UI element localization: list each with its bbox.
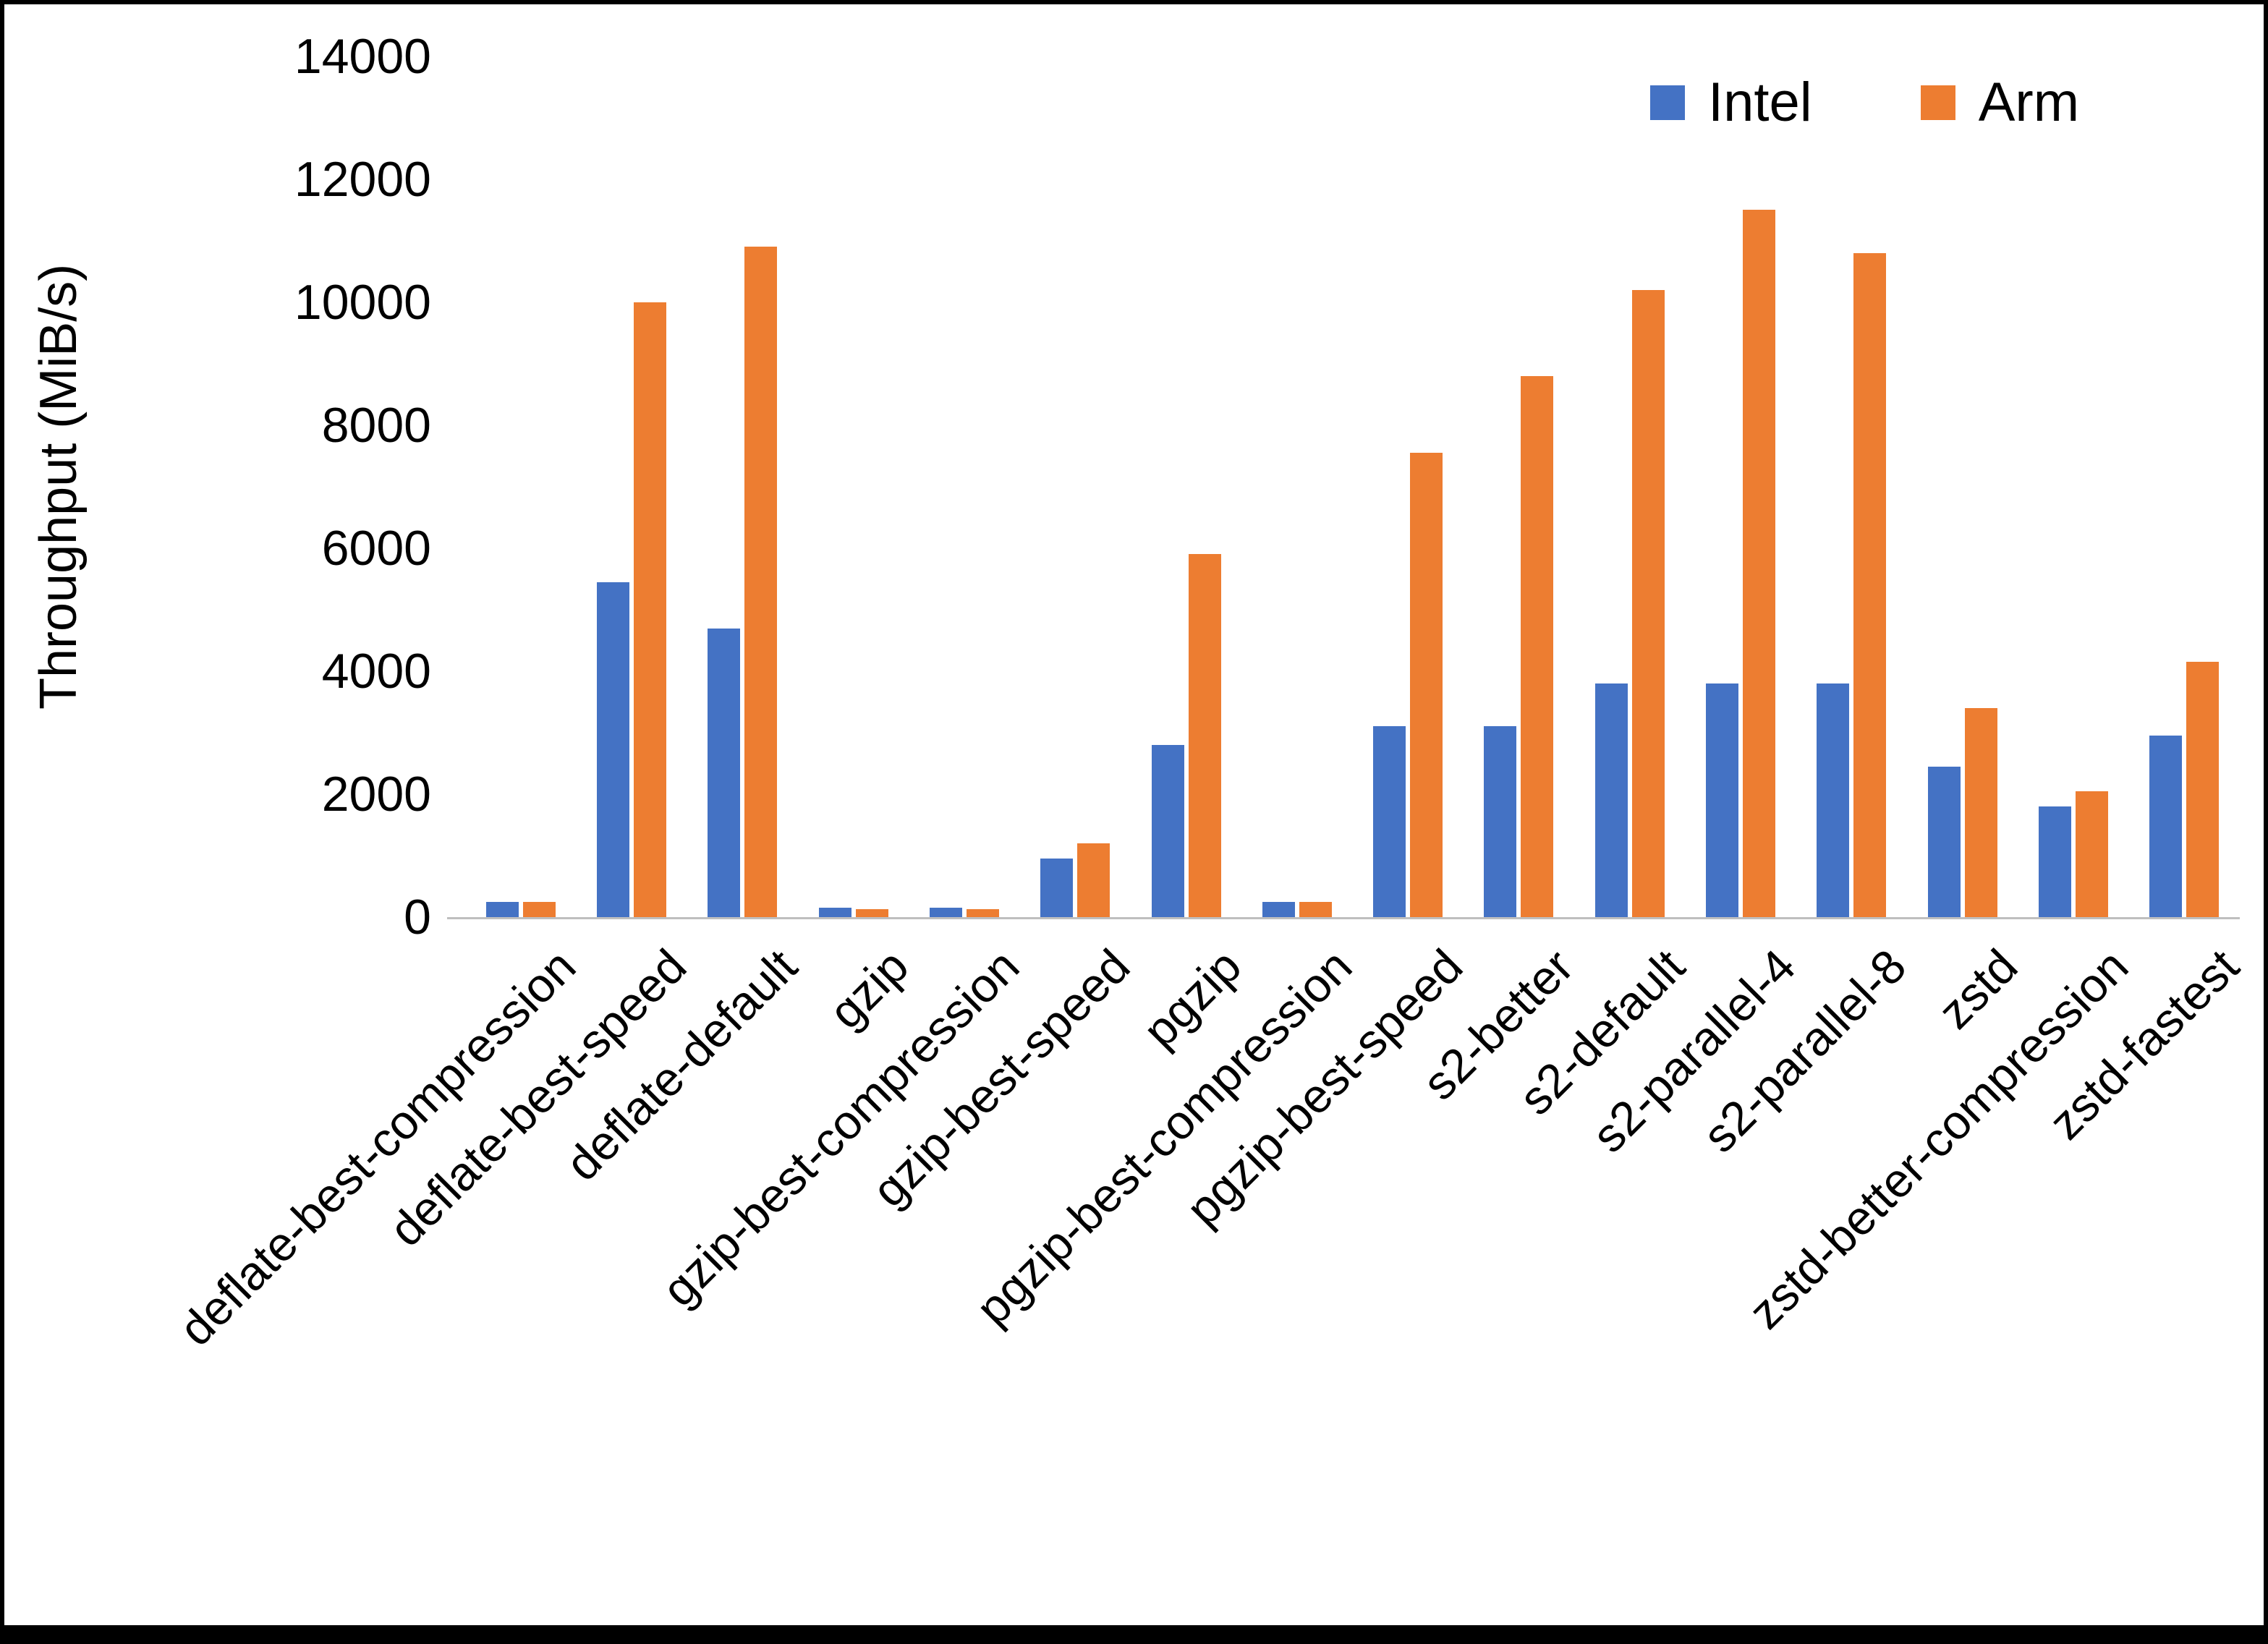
bar-intel-zstd-fastest — [2149, 736, 2182, 917]
bar-arm-s2-parallel-8 — [1853, 253, 1886, 917]
intel-color-swatch — [1650, 85, 1686, 120]
bar-intel-deflate-best-speed — [597, 582, 629, 917]
arm-color-swatch — [1920, 85, 1955, 120]
bar-arm-zstd-better-compression — [2076, 791, 2108, 917]
legend-item-intel: Intel — [1650, 71, 1812, 134]
bar-chart: Throughput (MiB/s) Intel Arm 0 2000 4000 60… — [4, 4, 2264, 1625]
legend-item-arm: Arm — [1920, 71, 2079, 134]
bar-arm-deflate-best-compression — [523, 902, 556, 917]
y-tick-label: 4000 — [321, 644, 431, 699]
bar-arm-gzip-best-speed — [1077, 843, 1110, 917]
legend-label-intel: Intel — [1708, 72, 1812, 133]
y-tick-label: 6000 — [321, 521, 431, 576]
y-tick-label: 14000 — [294, 29, 431, 84]
bar-intel-gzip-best-compression — [930, 908, 962, 917]
bar-arm-s2-default — [1632, 290, 1665, 917]
x-axis-line — [447, 917, 2240, 919]
bar-arm-pgzip-best-compression — [1299, 902, 1332, 917]
bar-arm-s2-parallel-4 — [1743, 210, 1775, 917]
bar-arm-deflate-best-speed — [634, 302, 666, 917]
bar-arm-pgzip-best-speed — [1410, 453, 1443, 917]
y-tick-label: 0 — [404, 890, 431, 945]
y-tick-label: 2000 — [321, 767, 431, 822]
bar-intel-pgzip — [1152, 745, 1184, 917]
bar-arm-deflate-default — [744, 247, 777, 917]
bar-arm-gzip-best-compression — [967, 909, 999, 917]
bar-intel-zstd — [1928, 767, 1961, 917]
bar-intel-s2-parallel-4 — [1706, 683, 1738, 917]
bar-intel-pgzip-best-compression — [1262, 902, 1295, 917]
bar-intel-zstd-better-compression — [2039, 806, 2071, 917]
y-tick-label: 12000 — [294, 152, 431, 207]
bar-arm-pgzip — [1189, 554, 1221, 917]
legend: Intel Arm — [1650, 71, 2079, 134]
bar-intel-s2-parallel-8 — [1817, 683, 1849, 917]
legend-label-arm: Arm — [1978, 72, 2079, 133]
bar-intel-deflate-best-compression — [486, 902, 519, 917]
bar-intel-pgzip-best-speed — [1373, 726, 1406, 917]
bar-intel-gzip-best-speed — [1040, 859, 1073, 917]
bar-arm-gzip — [856, 909, 888, 917]
bar-arm-zstd-fastest — [2186, 662, 2219, 917]
bar-arm-s2-better — [1521, 376, 1553, 917]
bar-intel-gzip — [819, 908, 851, 917]
bar-intel-s2-better — [1484, 726, 1516, 917]
bar-intel-deflate-default — [708, 629, 740, 917]
bar-intel-s2-default — [1595, 683, 1628, 917]
y-tick-label: 10000 — [294, 275, 431, 330]
y-tick-label: 8000 — [321, 398, 431, 453]
bar-arm-zstd — [1965, 708, 1997, 917]
y-axis-title: Throughput (MiB/s) — [30, 263, 88, 710]
